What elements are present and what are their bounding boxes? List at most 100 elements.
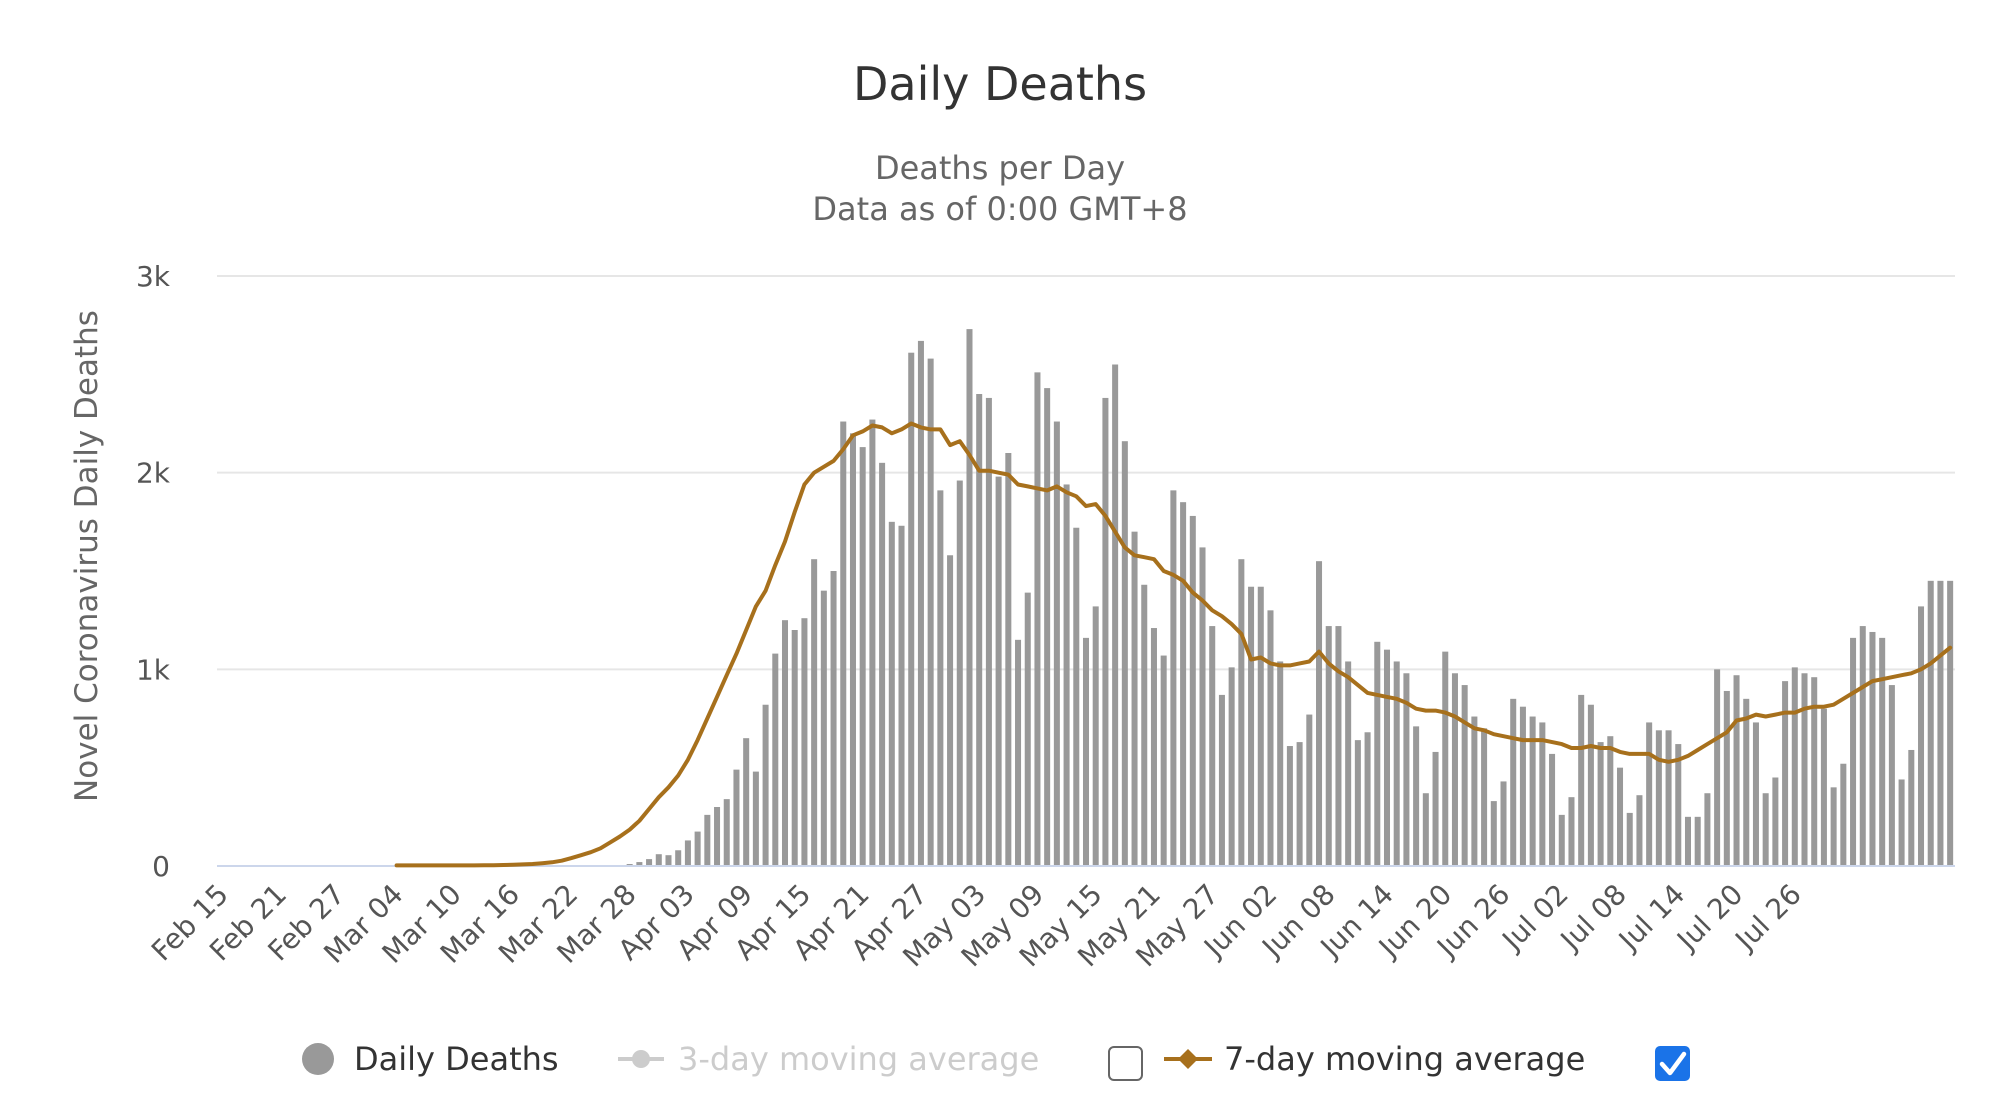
bar	[1461, 685, 1468, 866]
bar	[1053, 421, 1060, 866]
bar	[937, 490, 944, 866]
bar	[772, 653, 779, 866]
bar	[1257, 586, 1264, 866]
bar	[1102, 397, 1109, 866]
y-tick-label: 1k	[136, 653, 171, 686]
legend-item-3-day-average[interactable]: 3-day moving average	[618, 1040, 1039, 1078]
chart-subtitle-line1: Deaths per Day	[875, 149, 1125, 187]
bar	[1034, 372, 1041, 866]
bar	[1170, 490, 1177, 866]
bar	[1490, 801, 1497, 866]
bar	[1898, 779, 1905, 866]
bar	[1723, 690, 1730, 866]
bar	[1510, 698, 1517, 866]
bar	[1189, 515, 1196, 866]
bar	[733, 769, 740, 866]
bar	[1199, 547, 1206, 866]
bar	[820, 590, 827, 866]
bar	[956, 480, 963, 866]
bar	[859, 447, 866, 866]
bar	[636, 862, 643, 866]
bar	[1044, 388, 1051, 866]
bar	[1636, 795, 1643, 866]
avg7-checkbox[interactable]	[1655, 1046, 1690, 1081]
bar	[1850, 637, 1857, 866]
bar	[1383, 649, 1391, 866]
bar	[1024, 592, 1031, 866]
series-line-7-day-average	[394, 421, 1953, 868]
bar	[704, 814, 711, 866]
bar	[1218, 694, 1225, 866]
bar	[1694, 816, 1701, 866]
bar	[1316, 561, 1323, 866]
grid-lines	[217, 275, 1955, 671]
legend-daily-deaths-marker	[302, 1043, 334, 1075]
avg3-checkbox[interactable]	[1108, 1046, 1143, 1081]
bar	[1801, 673, 1808, 866]
x-tick-label: Jul 20	[1669, 878, 1749, 958]
bar	[1947, 580, 1954, 866]
legend-7-day-marker	[1178, 1049, 1198, 1069]
bar	[781, 620, 789, 866]
bar	[966, 329, 973, 867]
bar	[1005, 453, 1012, 866]
bar	[1442, 651, 1449, 866]
bar	[1733, 675, 1740, 866]
bar	[869, 419, 876, 866]
bar	[1238, 559, 1245, 866]
bar	[830, 571, 837, 866]
bar	[1228, 667, 1235, 866]
bar	[917, 340, 924, 866]
bar	[1665, 730, 1672, 866]
bar	[1830, 787, 1837, 866]
bar	[811, 559, 818, 866]
bar	[1879, 637, 1886, 866]
legend-3-day-marker	[632, 1050, 650, 1068]
chart-title: Daily Deaths	[853, 57, 1147, 111]
bar	[1160, 655, 1167, 866]
bar	[840, 421, 847, 866]
bar	[1306, 714, 1313, 866]
bar	[1121, 441, 1128, 866]
bar	[1549, 753, 1556, 866]
bar	[684, 840, 691, 866]
bar	[1607, 736, 1614, 866]
bar	[1296, 742, 1303, 866]
bar	[1646, 722, 1653, 866]
bar	[1267, 610, 1274, 866]
bar	[976, 394, 983, 866]
legend-item-daily-deaths[interactable]: Daily Deaths	[302, 1040, 559, 1078]
bar	[655, 854, 662, 866]
y-tick-label: 2k	[136, 457, 171, 490]
bar-series-daily-deaths	[597, 329, 1954, 867]
bar	[1578, 694, 1585, 866]
bar	[1432, 751, 1439, 866]
bar	[694, 831, 701, 866]
bar	[1277, 661, 1284, 866]
bar	[1403, 673, 1410, 866]
bar	[1927, 580, 1934, 866]
bar	[1519, 706, 1526, 866]
bar	[714, 807, 721, 866]
bar	[1063, 484, 1070, 866]
bar	[879, 462, 886, 866]
bar	[1918, 606, 1925, 866]
y-tick-label: 0	[152, 850, 170, 883]
bar	[1335, 626, 1342, 866]
bar	[849, 433, 856, 866]
legend: Daily Deaths 3-day moving average 7-day …	[302, 1040, 1690, 1081]
bar	[1908, 749, 1915, 866]
bar	[1568, 797, 1575, 866]
bar	[1791, 667, 1798, 866]
legend-item-7-day-average[interactable]: 7-day moving average	[1164, 1040, 1585, 1078]
bar	[1888, 685, 1895, 866]
checkmark-icon	[1659, 1051, 1687, 1076]
bar	[1811, 677, 1818, 866]
bar	[1150, 628, 1157, 866]
bar	[1180, 502, 1187, 866]
bar	[1539, 722, 1546, 866]
bar	[1840, 763, 1847, 866]
bar	[908, 352, 915, 866]
bar	[1141, 584, 1148, 866]
bar	[1675, 744, 1682, 866]
